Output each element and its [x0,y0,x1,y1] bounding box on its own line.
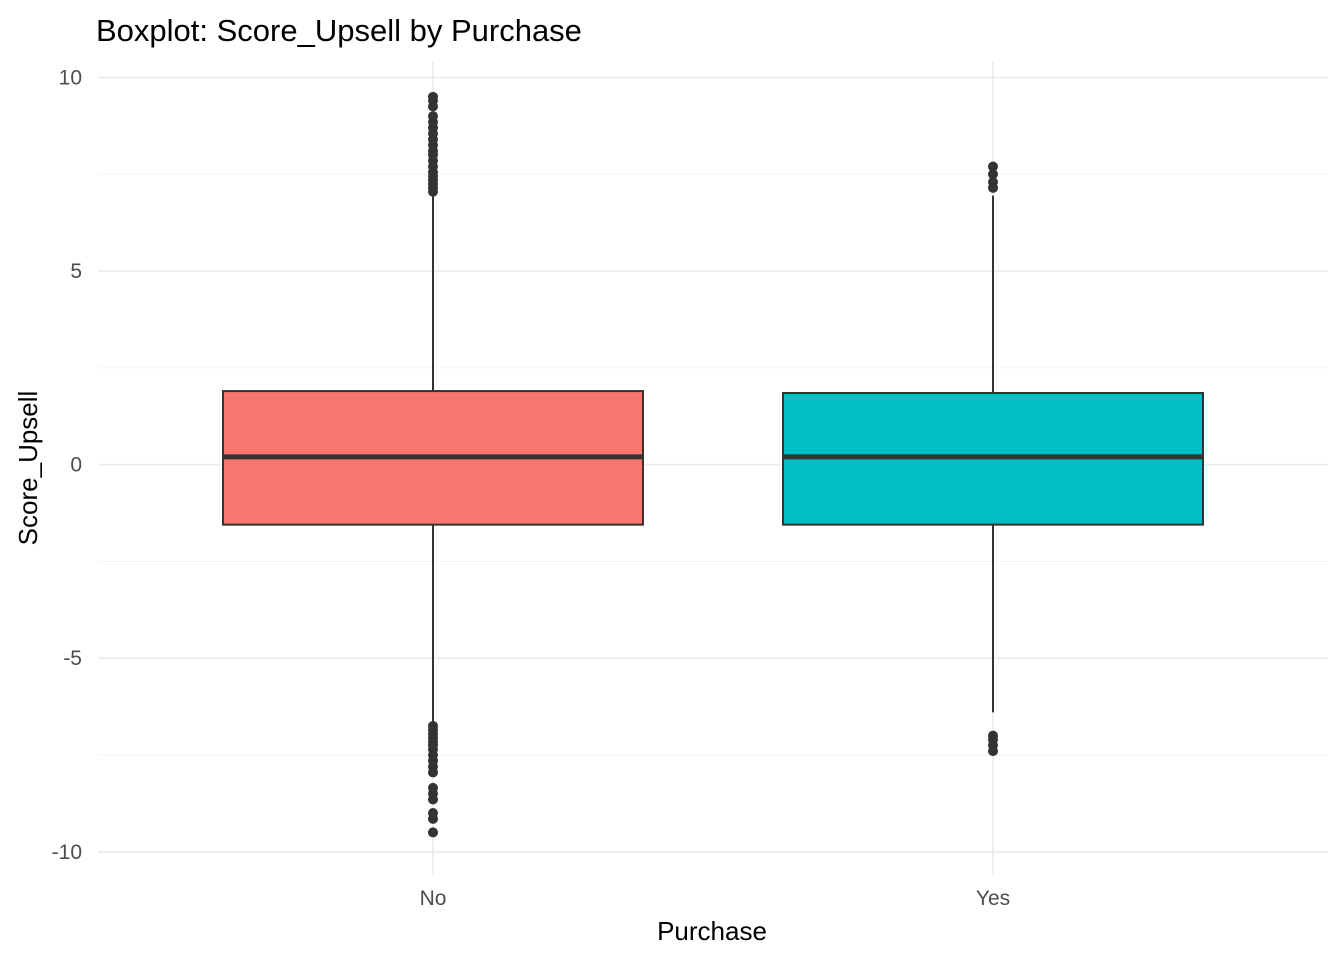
x-tick-label: Yes [976,887,1010,910]
y-tick-label: 10 [59,66,82,89]
chart-title: Boxplot: Score_Upsell by Purchase [96,13,582,48]
y-axis-title: Score_Upsell [13,391,43,546]
outlier-point [428,794,438,805]
outlier-point [428,111,438,122]
x-axis-ticks: No Yes [420,887,1011,910]
y-tick-label: -10 [52,841,82,864]
y-tick-label: -5 [63,647,82,670]
outlier-point [428,767,438,778]
box-yes [782,161,1204,757]
outlier-point [988,177,998,188]
outlier-point [428,813,438,824]
y-axis-ticks: -10 -5 0 5 10 [52,66,82,863]
outlier-point [988,161,998,172]
outlier-point [988,746,998,757]
x-tick-label: No [420,887,447,910]
y-tick-label: 0 [70,454,82,477]
box-no [222,91,644,838]
boxes [222,91,1204,838]
y-tick-label: 5 [70,260,82,283]
outlier-point [428,91,438,102]
outlier-point [428,827,438,838]
outlier-point [988,169,998,180]
x-axis-title: Purchase [657,916,767,946]
